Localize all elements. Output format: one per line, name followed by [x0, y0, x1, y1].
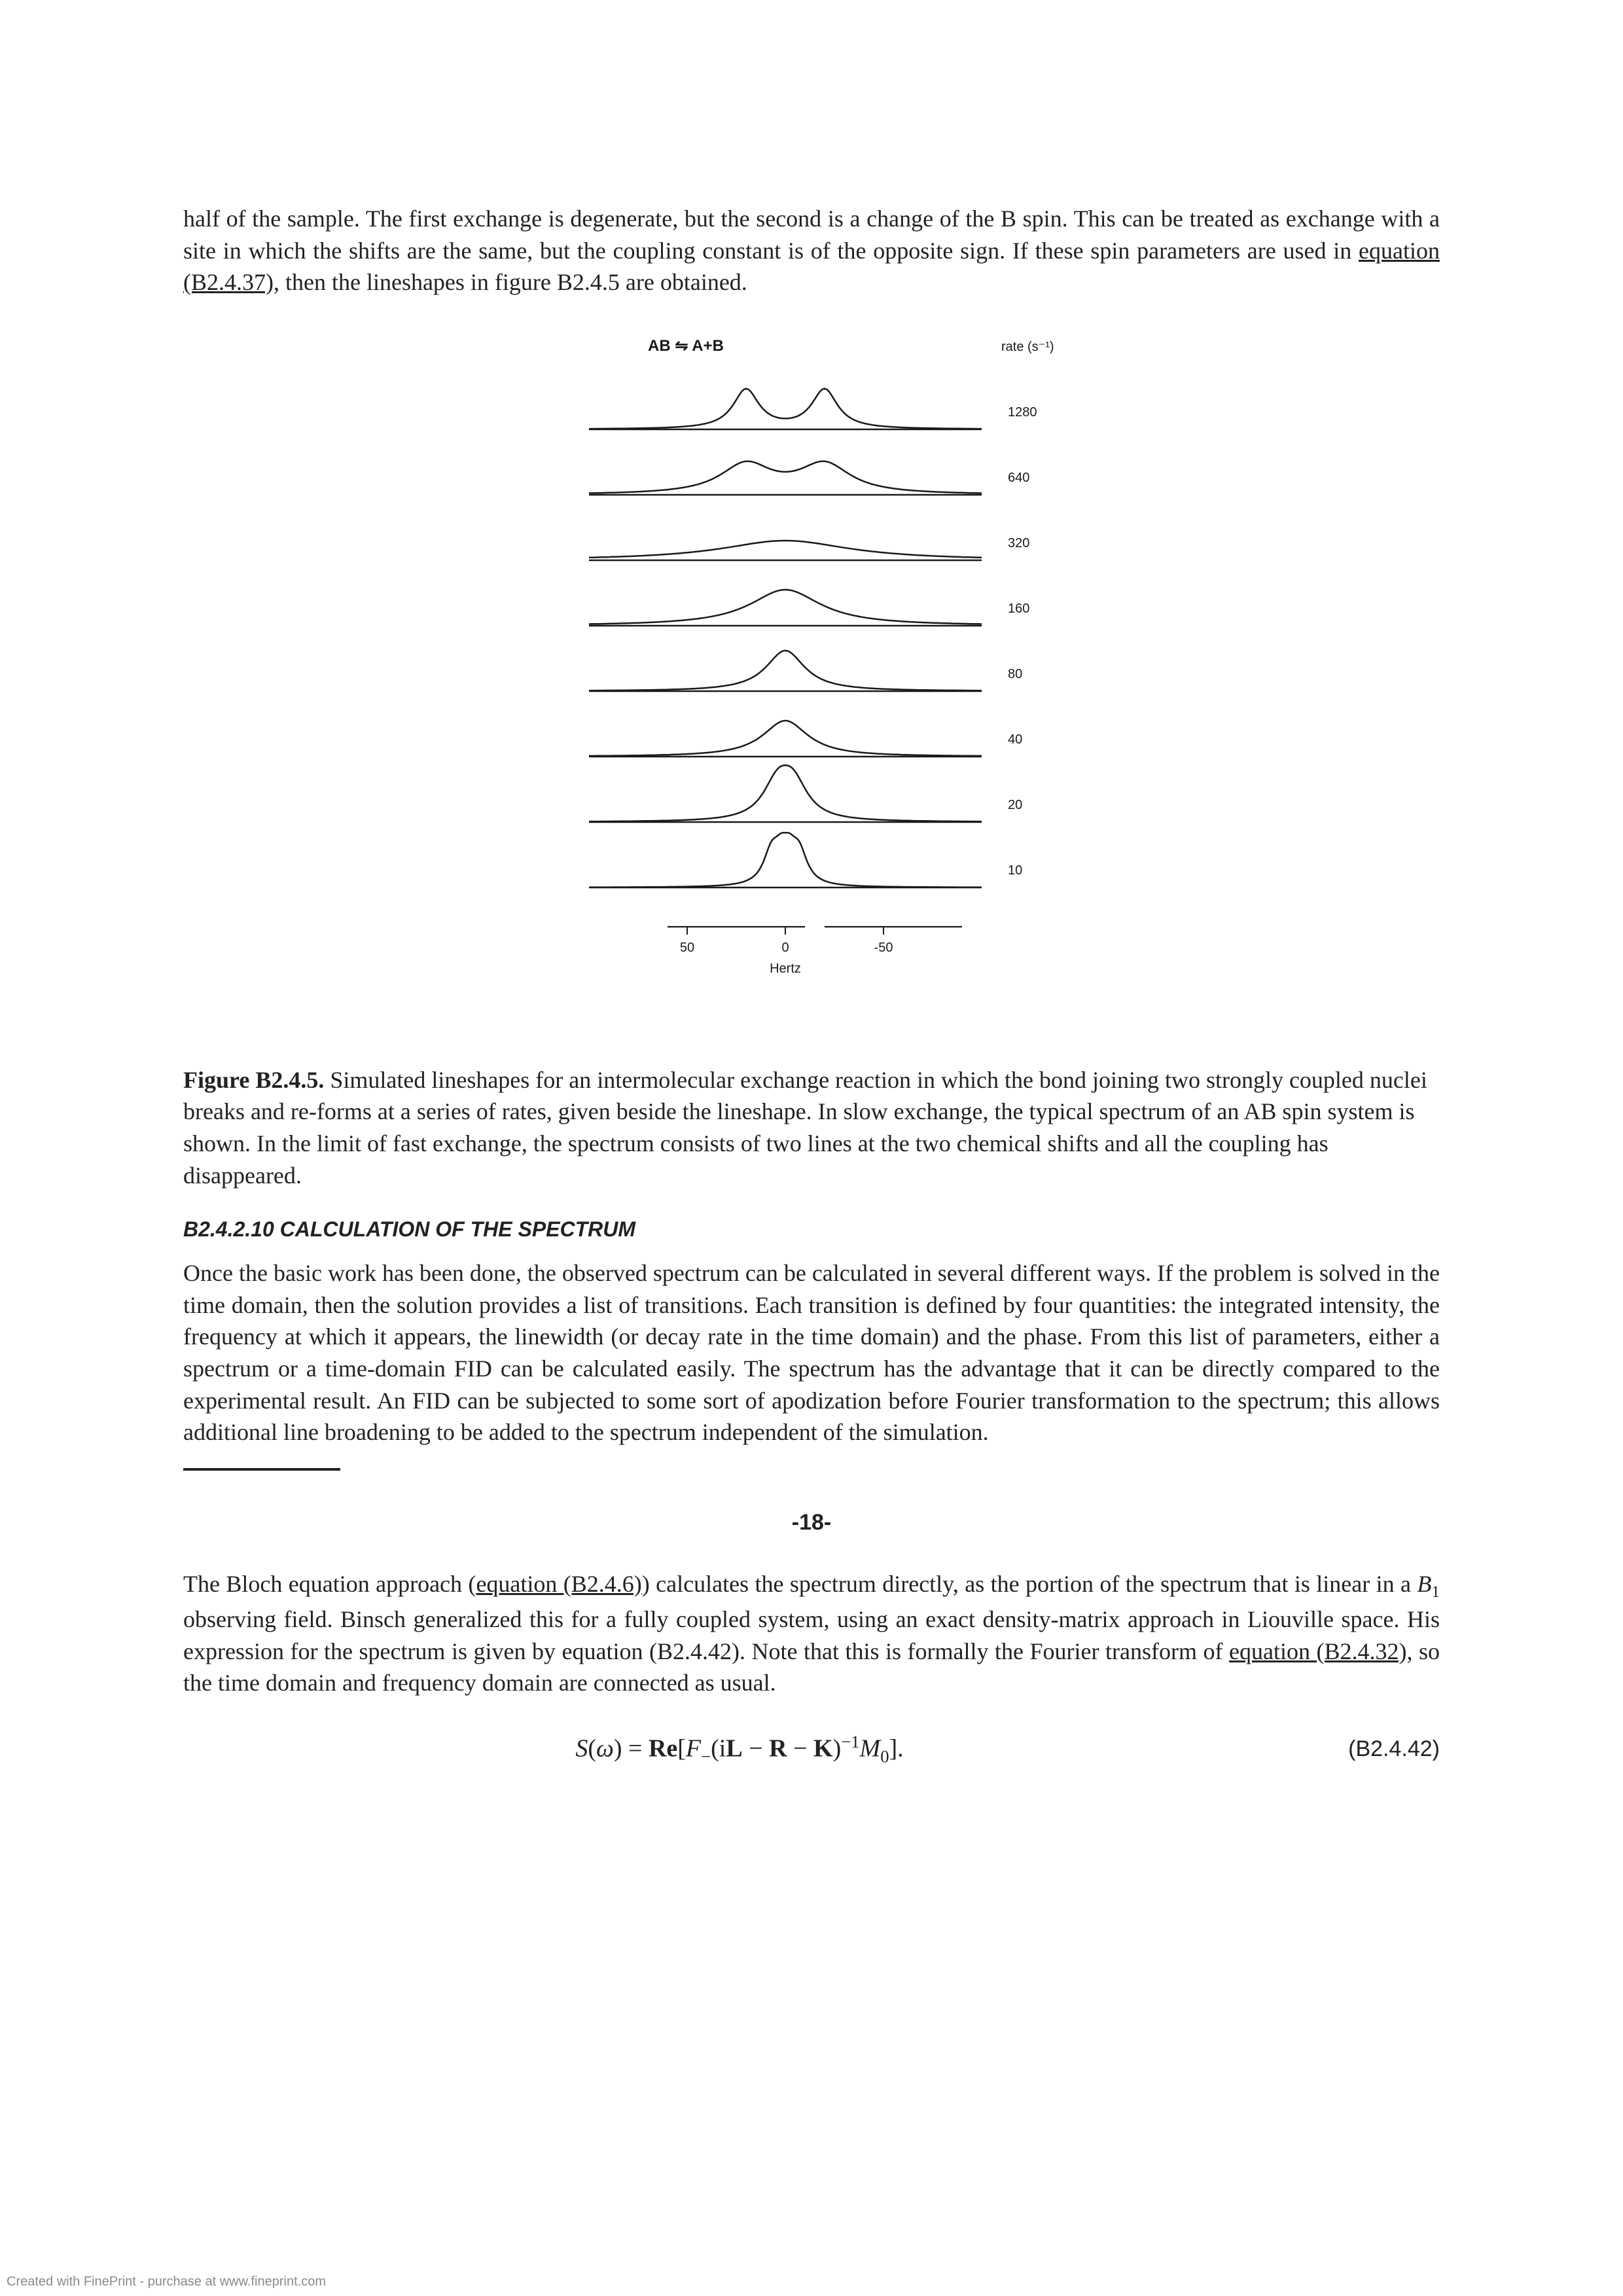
caption-lead: Figure B2.4.5.	[183, 1067, 324, 1093]
svg-text:640: 640	[1008, 471, 1029, 485]
equation-number: (B2.4.42)	[1296, 1736, 1440, 1762]
eq-paren-open: (	[711, 1734, 719, 1762]
eq-i: i	[719, 1734, 726, 1762]
eq-minus1: −	[743, 1734, 769, 1762]
equation-b2-4-42: S(ω) = Re[F−(iL − R − K)−1M0]. (B2.4.42)	[183, 1732, 1440, 1767]
svg-text:20: 20	[1008, 798, 1022, 812]
eq-exp: −1	[841, 1732, 859, 1751]
eq-Msub: 0	[880, 1746, 889, 1766]
footer-watermark: Created with FinePrint - purchase at www…	[7, 2274, 326, 2289]
intro-text-post: then the lineshapes in figure B2.4.5 are…	[279, 269, 747, 295]
eq-Re: Re	[649, 1734, 677, 1762]
eq-F: F	[686, 1734, 701, 1762]
svg-text:80: 80	[1008, 667, 1022, 681]
figure-svg: AB ⇋ A+B rate (s⁻¹) 1280 640 320 160 80 40 20 10 5…	[484, 325, 1139, 1045]
bloch-seg2: ) calculates the spectrum directly, as t…	[642, 1571, 1418, 1597]
link-eq-b2432[interactable]: equation (B2.4.32),	[1229, 1638, 1412, 1664]
eq-K: K	[813, 1734, 833, 1762]
eq-bracket-open: [	[677, 1734, 686, 1762]
page-number: -18-	[183, 1510, 1440, 1535]
horizontal-rule	[183, 1468, 340, 1471]
svg-text:40: 40	[1008, 732, 1022, 747]
calc-paragraph: Once the basic work has been done, the o…	[183, 1257, 1440, 1448]
svg-text:320: 320	[1008, 536, 1029, 550]
svg-text:rate (s⁻¹): rate (s⁻¹)	[1001, 340, 1054, 354]
equation-body: S(ω) = Re[F−(iL − R − K)−1M0].	[183, 1732, 1296, 1767]
svg-text:1280: 1280	[1008, 405, 1037, 420]
svg-text:160: 160	[1008, 601, 1029, 616]
link-eq-b246[interactable]: equation (B2.4.6)	[476, 1571, 641, 1597]
eq-S: S	[575, 1734, 588, 1762]
b1-base: B	[1417, 1571, 1431, 1597]
section-heading: B2.4.2.10 CALCULATION OF THE SPECTRUM	[183, 1217, 1440, 1242]
intro-paragraph: half of the sample. The first exchange i…	[183, 203, 1440, 298]
eq-M: M	[860, 1734, 881, 1762]
svg-text:-50: -50	[874, 941, 893, 955]
bloch-seg1: The Bloch equation approach (	[183, 1571, 476, 1597]
eq-paren-close: )	[833, 1734, 842, 1762]
b1-sub: 1	[1431, 1583, 1440, 1601]
svg-text:AB ⇋ A+B: AB ⇋ A+B	[648, 337, 724, 355]
eq-L: L	[726, 1734, 742, 1762]
svg-text:50: 50	[680, 941, 694, 955]
eq-equals: =	[622, 1734, 649, 1762]
svg-text:10: 10	[1008, 863, 1022, 878]
svg-text:0: 0	[781, 941, 789, 955]
svg-text:Hertz: Hertz	[770, 961, 801, 976]
eq-bracket-close: ].	[889, 1734, 904, 1762]
eq-R: R	[769, 1734, 787, 1762]
figure-caption: Figure B2.4.5. Simulated lineshapes for …	[183, 1064, 1440, 1191]
caption-text: Simulated lineshapes for an intermolecul…	[183, 1067, 1427, 1189]
eq-omega: ω	[596, 1734, 614, 1762]
eq-Fsub: −	[701, 1746, 711, 1766]
bloch-paragraph: The Bloch equation approach (equation (B…	[183, 1568, 1440, 1699]
intro-text-pre: half of the sample. The first exchange i…	[183, 206, 1440, 264]
figure-b2-4-5: AB ⇋ A+B rate (s⁻¹) 1280 640 320 160 80 40 20 10 5…	[183, 325, 1440, 1045]
eq-minus2: −	[787, 1734, 813, 1762]
